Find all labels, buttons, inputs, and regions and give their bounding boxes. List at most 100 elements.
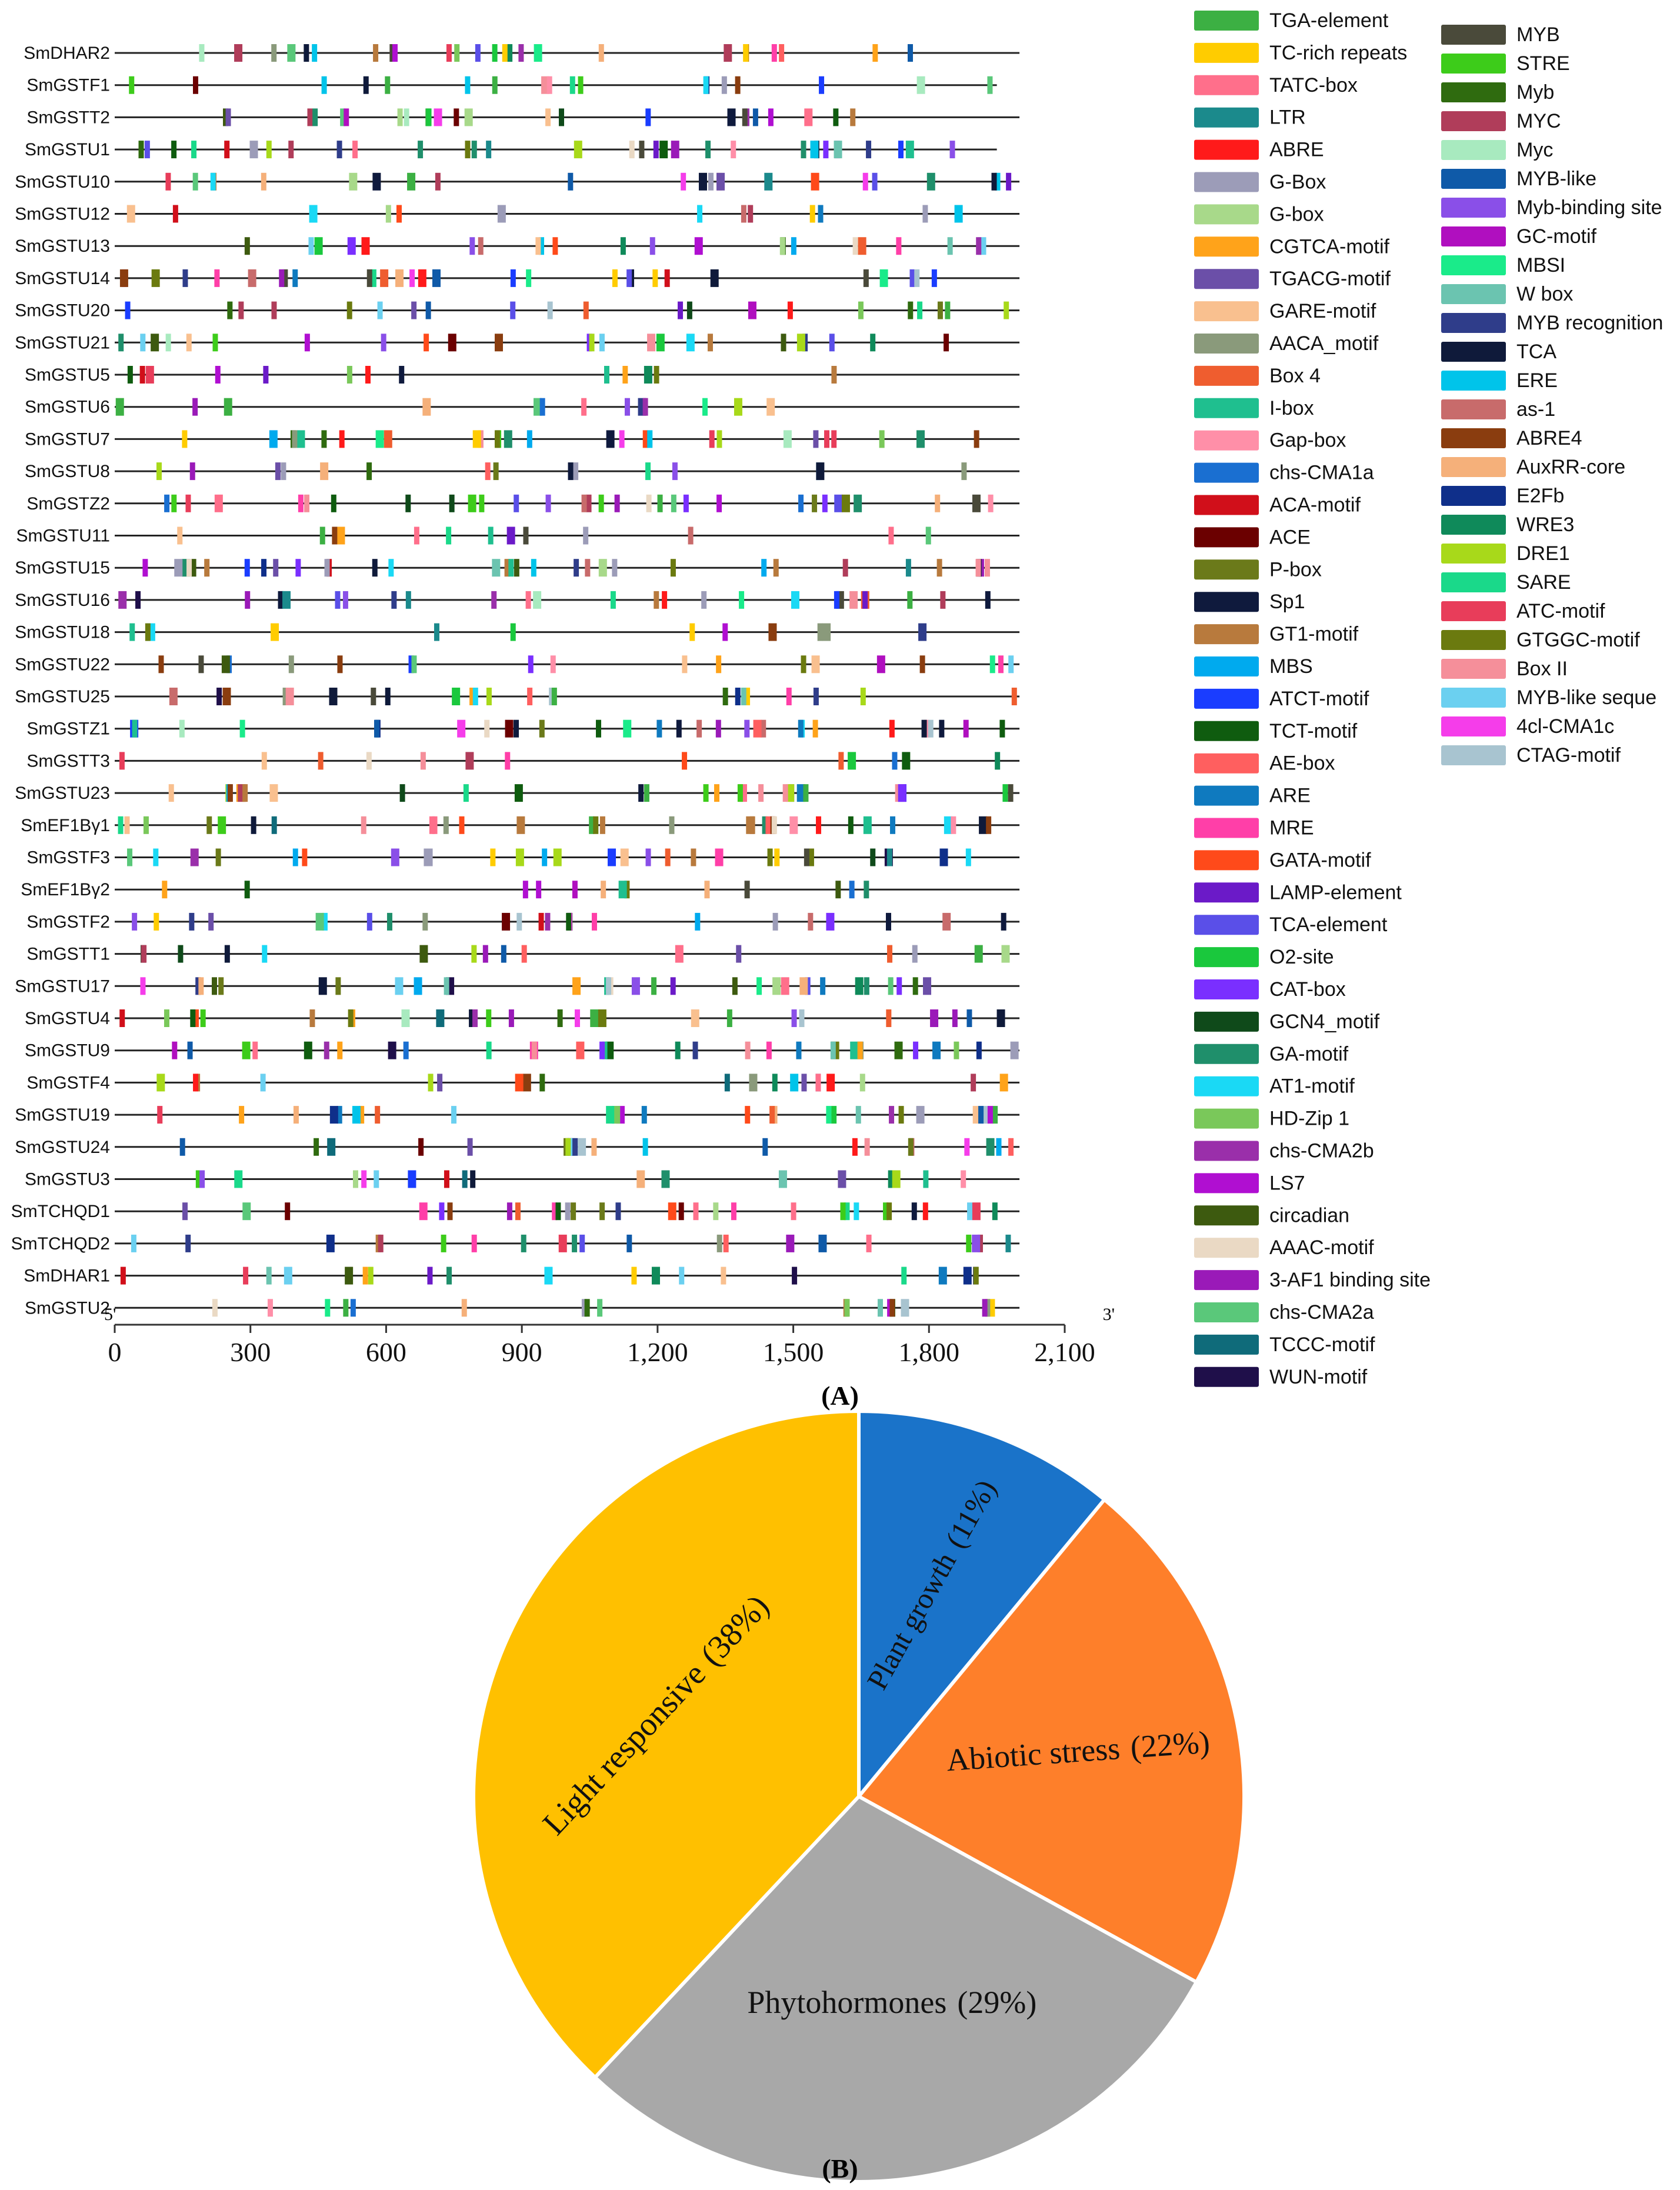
cis-element-mark (444, 977, 449, 995)
cis-element-mark (581, 398, 587, 416)
cis-element-mark (833, 108, 839, 126)
cis-element-mark (923, 977, 932, 995)
cis-element-mark (544, 1266, 553, 1285)
cis-element-mark (493, 462, 499, 481)
gene-label: SmTCHQD2 (11, 1234, 110, 1254)
cis-element-mark (468, 494, 476, 512)
cis-element-mark (976, 237, 982, 255)
cis-element-mark (377, 301, 383, 319)
cis-element-mark (604, 366, 609, 384)
cis-element-mark (497, 205, 506, 223)
cis-element-mark (842, 559, 848, 577)
legend-swatch (1194, 624, 1259, 645)
cis-element-mark (654, 366, 659, 384)
cis-element-mark (772, 977, 781, 995)
cis-element-mark (991, 172, 997, 191)
cis-element-mark (901, 1266, 907, 1285)
cis-element-mark (486, 1009, 492, 1027)
cis-element-mark (985, 591, 991, 609)
cis-element-mark (143, 816, 149, 834)
legend-label: LTR (1269, 106, 1306, 129)
cis-element-mark (528, 655, 534, 674)
legend-swatch (1441, 54, 1506, 74)
cis-element-mark (380, 269, 389, 287)
cis-element-mark (578, 76, 584, 94)
cis-element-mark (182, 1202, 188, 1221)
cis-element-mark (629, 141, 635, 159)
cis-element-mark (531, 1041, 537, 1059)
cis-element-mark (608, 848, 616, 866)
cis-element-mark (234, 1170, 243, 1188)
cis-element-mark (761, 559, 767, 577)
cis-element-mark (909, 269, 915, 287)
cis-element-mark (249, 141, 258, 159)
cis-element-mark (179, 719, 185, 738)
cis-element-mark (883, 1202, 889, 1221)
cis-element-mark (988, 494, 994, 512)
cis-element-mark (748, 301, 756, 319)
cis-element-mark (764, 172, 773, 191)
gene-label: SmGSTU22 (15, 655, 110, 674)
cis-element-mark (312, 108, 318, 126)
cis-element-mark (928, 719, 934, 738)
cis-element-mark (552, 237, 558, 255)
cis-element-mark (935, 494, 941, 512)
legend-swatch (1441, 515, 1506, 535)
gene-row: SmGSTU22 (15, 655, 1020, 674)
legend-label: GARE-motif (1269, 300, 1376, 322)
cis-element-mark (818, 205, 824, 223)
x-tick-label: 600 (366, 1337, 406, 1367)
cis-element-mark (292, 430, 298, 448)
legend-swatch (1441, 745, 1506, 765)
cis-element-mark (916, 1106, 925, 1124)
cis-element-mark (925, 526, 931, 545)
cis-element-mark (432, 269, 441, 287)
legend-entry: MYB (1441, 24, 1560, 46)
cis-element-mark (545, 108, 551, 126)
cis-element-mark (441, 1234, 446, 1252)
legend-entry: Myb-binding site (1441, 196, 1662, 219)
cis-element-mark (809, 205, 815, 223)
cis-element-mark (1010, 1041, 1019, 1059)
cis-element-mark (568, 462, 574, 481)
cis-element-mark (315, 912, 324, 931)
cis-element-mark (346, 366, 352, 384)
gene-row: SmGSTU17 (15, 976, 1020, 996)
cis-element-mark (366, 912, 372, 931)
cis-element-mark (325, 1299, 331, 1317)
cis-element-mark (741, 688, 746, 705)
cis-element-mark (771, 816, 777, 834)
cis-element-mark (624, 881, 630, 899)
cis-element-mark (336, 1106, 342, 1124)
cis-element-mark (132, 912, 138, 931)
legend-label: I-box (1269, 397, 1314, 419)
cis-element-mark (598, 1009, 606, 1027)
gene-row: SmGSTU3 (25, 1170, 1020, 1189)
cis-element-mark (119, 1009, 125, 1027)
cis-element-mark (558, 108, 564, 126)
cis-element-mark (651, 977, 657, 995)
cis-element-mark (414, 977, 422, 995)
cis-element-mark (727, 108, 736, 126)
gene-row: SmDHAR2 (24, 44, 1020, 63)
cis-element-mark (606, 1106, 615, 1124)
cis-element-mark (408, 1170, 416, 1188)
cis-element-mark (723, 1234, 729, 1252)
gene-row: SmGSTU20 (15, 301, 1020, 321)
cis-element-mark (269, 784, 278, 802)
cis-element-mark (892, 752, 898, 770)
cis-element-mark (422, 398, 431, 416)
cis-element-mark (193, 1009, 199, 1027)
cis-element-mark (212, 334, 218, 352)
cis-element-mark (1008, 655, 1014, 674)
legend-swatch (1441, 342, 1506, 362)
cis-element-mark (670, 977, 676, 995)
cis-element-mark (192, 398, 198, 416)
cis-element-mark (424, 334, 429, 352)
cis-element-mark (239, 719, 245, 738)
cis-element-mark (177, 526, 183, 545)
cis-element-mark (244, 237, 250, 255)
cis-element-mark (978, 1106, 984, 1124)
cis-element-mark (206, 816, 212, 834)
cis-element-mark (971, 1074, 976, 1092)
